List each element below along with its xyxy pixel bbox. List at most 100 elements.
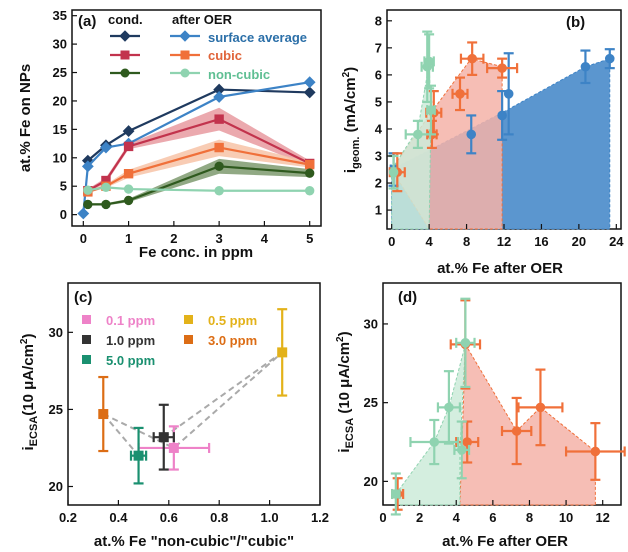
panel-c-frame bbox=[67, 282, 321, 506]
point-non-cubic bbox=[101, 182, 111, 193]
point-noncubic bbox=[460, 338, 471, 348]
y-tick-label: 20 bbox=[364, 474, 378, 489]
y-tick-label: 5 bbox=[375, 94, 382, 109]
panel-a-xlabel: Fe conc. in ppm bbox=[139, 244, 253, 261]
y-tick-label: 15 bbox=[53, 122, 67, 137]
legend-marker-after bbox=[180, 50, 190, 60]
dashed-connector bbox=[102, 351, 283, 450]
x-tick-label: 4 bbox=[261, 231, 269, 246]
point-noncubic bbox=[391, 489, 401, 499]
point-non-cubic bbox=[304, 168, 315, 178]
x-tick-label: 6 bbox=[489, 510, 496, 525]
point-p10 bbox=[158, 432, 169, 443]
panel-b-ylabel-main: i bbox=[342, 169, 359, 173]
point-cubic bbox=[497, 63, 507, 73]
panel-d-plot bbox=[390, 297, 626, 516]
legend-text-50: 5.0 ppm bbox=[106, 353, 155, 368]
x-tick-label: 2 bbox=[416, 510, 423, 525]
point-noncubic bbox=[426, 105, 436, 115]
point-noncubic bbox=[388, 167, 399, 178]
x-tick-label: 16 bbox=[534, 234, 548, 249]
y-tick-label: 30 bbox=[49, 325, 63, 340]
point-non-cubic bbox=[214, 186, 224, 196]
point-cubic bbox=[535, 402, 546, 413]
point-surfaceaverage bbox=[497, 110, 507, 121]
dashed-connector bbox=[163, 351, 283, 438]
x-tick-label: 1 bbox=[125, 231, 132, 246]
x-tick-label: 0.6 bbox=[160, 510, 178, 525]
point-non-cubic bbox=[123, 195, 134, 206]
legend-text-30: 3.0 ppm bbox=[208, 333, 257, 348]
point-noncubic bbox=[444, 402, 454, 413]
y-tick-label: 5 bbox=[60, 179, 67, 194]
legend-swatch-30 bbox=[184, 335, 193, 344]
point-non-cubic bbox=[101, 199, 111, 210]
x-tick-label: 1.0 bbox=[261, 510, 279, 525]
y-tick-label: 25 bbox=[49, 402, 63, 417]
x-tick-label: 0 bbox=[388, 234, 395, 249]
panel-c-ylabel: iECSA(10 μA/cm2) bbox=[19, 333, 40, 450]
x-tick-label: 4 bbox=[426, 234, 434, 249]
point-surfaceaverage bbox=[604, 53, 615, 64]
panel-b-ylabel-sub: geom. bbox=[350, 137, 362, 169]
band-cubic-cond bbox=[87, 107, 310, 192]
legend-swatch-50 bbox=[82, 355, 91, 364]
panel-a-frame bbox=[71, 9, 322, 227]
y-tick-label: 35 bbox=[53, 8, 67, 23]
y-tick-label: 7 bbox=[375, 40, 382, 55]
y-tick-label: 20 bbox=[53, 93, 67, 108]
x-tick-label: 0 bbox=[80, 231, 87, 246]
y-tick-label: 25 bbox=[53, 65, 67, 80]
line-non-cubic-afterOER bbox=[87, 186, 310, 192]
legend-label-surface: surface average bbox=[208, 30, 307, 45]
point-surface average bbox=[100, 141, 112, 154]
point-cubic bbox=[123, 169, 134, 179]
legend-swatch-01 bbox=[82, 315, 91, 324]
point-p05 bbox=[277, 347, 288, 358]
panel-d: (d) at.% Fe after OER iECSA (10 μA/cm2) … bbox=[335, 282, 626, 550]
point-cubic bbox=[511, 426, 522, 436]
band-cubic-afterOER bbox=[87, 139, 310, 194]
point-non-cubic bbox=[214, 161, 224, 172]
legend-label-cubic: cubic bbox=[208, 48, 242, 63]
panel-d-ylabel-sub: ECSA bbox=[344, 418, 356, 449]
y-tick-label: 10 bbox=[53, 150, 67, 165]
legend-swatch-05 bbox=[184, 315, 193, 324]
legend-header-after: after OER bbox=[172, 12, 233, 27]
band-non-cubic-cond bbox=[87, 158, 310, 206]
x-tick-label: 1.2 bbox=[311, 510, 329, 525]
panel-d-ylabel-end: ) bbox=[336, 331, 353, 336]
panel-c-ylabel-sub: ECSA bbox=[28, 416, 40, 447]
x-tick-label: 3 bbox=[216, 231, 223, 246]
x-tick-label: 0 bbox=[379, 510, 386, 525]
panel-d-ylabel-main: i bbox=[336, 448, 353, 452]
legend-text-05: 0.5 ppm bbox=[208, 313, 257, 328]
point-noncubic bbox=[429, 437, 440, 447]
point-p50 bbox=[133, 450, 144, 461]
panel-b-ylabel-sup: 2 bbox=[341, 71, 352, 77]
point-noncubic bbox=[424, 56, 434, 67]
point-surfaceaverage bbox=[580, 61, 591, 72]
panel-b-ylabel: igeom. (mA/cm2) bbox=[341, 67, 362, 173]
panel-d-ylabel-tail: (10 μA/cm bbox=[336, 342, 353, 418]
point-surface average bbox=[81, 160, 94, 173]
y-tick-label: 3 bbox=[375, 149, 382, 164]
y-tick-label: 1 bbox=[375, 203, 382, 218]
point-surfaceaverage bbox=[466, 129, 477, 140]
point-cubic bbox=[214, 142, 224, 153]
legend-header-cond: cond. bbox=[108, 12, 143, 27]
y-tick-label: 0 bbox=[60, 207, 67, 222]
panel-a-plot bbox=[77, 76, 316, 220]
x-tick-label: 20 bbox=[572, 234, 586, 249]
panel-a-label: (a) bbox=[78, 13, 96, 30]
panel-c-ylabel-main: i bbox=[20, 446, 37, 450]
point-surface average bbox=[213, 91, 226, 103]
point-surface average bbox=[77, 207, 90, 220]
point-surfaceaverage bbox=[503, 89, 514, 99]
panel-c-ylabel-tail: (10 μA/cm bbox=[20, 344, 37, 416]
point-cubic bbox=[455, 89, 465, 99]
x-tick-label: 0.2 bbox=[59, 510, 77, 525]
panel-c-ylabel-end: ) bbox=[20, 333, 37, 338]
legend-text-01: 0.1 ppm bbox=[106, 313, 155, 328]
